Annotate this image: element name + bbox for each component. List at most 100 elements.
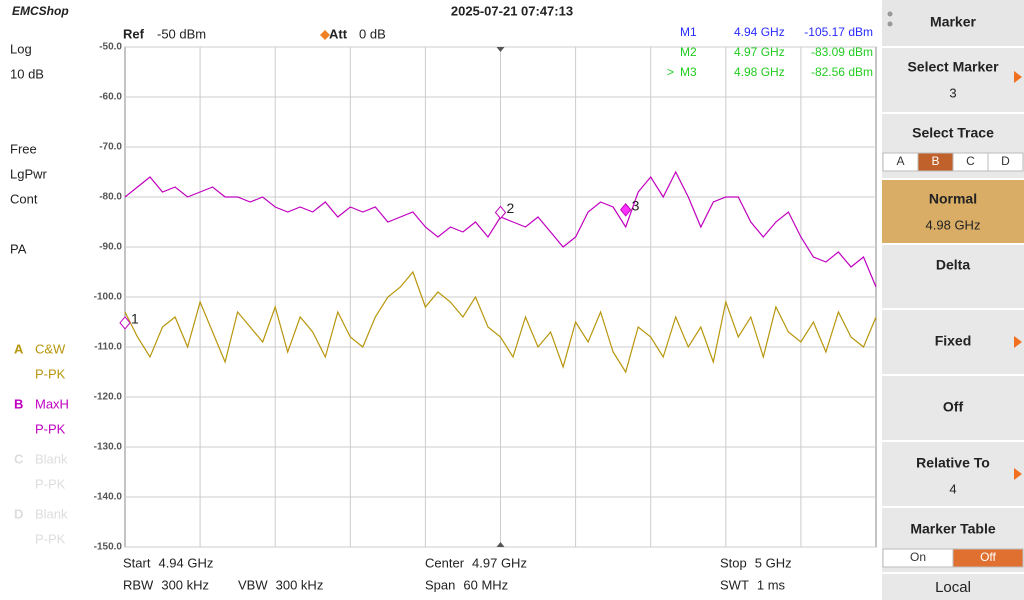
y-tick-label: -110.0 <box>94 342 122 353</box>
marker-level: -83.09 dBm <box>811 45 873 59</box>
menu-item[interactable] <box>882 245 1024 308</box>
menu-label: Select Trace <box>912 125 994 141</box>
trace-mode: Blank <box>35 506 68 521</box>
trigger: Free <box>10 141 37 156</box>
menu-item[interactable] <box>882 574 1024 600</box>
y-tick-label: -130.0 <box>94 442 123 453</box>
trace-letter: C <box>14 451 24 466</box>
menu-item-selected[interactable] <box>882 180 1024 243</box>
trace-detector: P-PK <box>35 421 66 436</box>
menu-label: Marker Table <box>910 521 996 537</box>
marker-name: M2 <box>680 45 697 59</box>
marker-label: 3 <box>632 198 640 214</box>
marker-name: M1 <box>680 25 697 39</box>
arrow <box>1014 71 1022 83</box>
marker-label: 1 <box>131 311 139 327</box>
footer-label: Span <box>425 577 455 592</box>
marker-prefix: > <box>667 65 674 79</box>
att-icon <box>320 30 330 40</box>
tab-label: D <box>1001 154 1010 168</box>
menu-label: Delta <box>936 257 970 273</box>
marker-freq: 4.94 GHz <box>734 25 785 39</box>
marker-level: -82.56 dBm <box>811 65 873 79</box>
marker <box>620 203 632 217</box>
trace-detector: P-PK <box>35 531 66 546</box>
footer-value: 60 MHz <box>463 577 508 592</box>
tab-label: A <box>896 154 904 168</box>
menu-item[interactable] <box>882 442 1024 506</box>
trace <box>124 270 877 374</box>
marker-level: -105.17 dBm <box>804 25 873 39</box>
trace-mode: MaxH <box>35 396 69 411</box>
dot <box>887 11 893 17</box>
trace-detector: P-PK <box>35 476 66 491</box>
center-marker <box>496 542 505 547</box>
menu-label: Local <box>935 579 971 596</box>
menu-item[interactable] <box>882 376 1024 440</box>
marker <box>494 205 507 220</box>
att-value: 0 dB <box>359 26 386 41</box>
menu-value: 4.98 GHz <box>926 217 981 232</box>
menu-label: Fixed <box>935 333 972 349</box>
att-label: Att <box>329 26 348 41</box>
tab-label: On <box>910 550 926 564</box>
preamp: PA <box>10 241 27 256</box>
marker-freq: 4.97 GHz <box>734 45 785 59</box>
trace-letter: A <box>14 341 24 356</box>
menu-label: Normal <box>929 191 977 207</box>
tab-selected[interactable] <box>952 548 1024 568</box>
marker <box>119 316 131 330</box>
marker-label: 2 <box>507 200 515 216</box>
scale-div: 10 dB <box>10 66 44 81</box>
ref-value: -50 dBm <box>157 26 206 41</box>
menu-value: 3 <box>949 85 956 100</box>
trace-mode: C&W <box>35 341 66 356</box>
tabs: A B C D <box>882 152 1024 172</box>
footer-value: 1 ms <box>757 577 786 592</box>
datetime: 2025-07-21 07:47:13 <box>451 3 573 18</box>
trace-letter: D <box>14 506 23 521</box>
arrow <box>1014 336 1022 348</box>
trace-detector: P-PK <box>35 366 66 381</box>
tab-label: C <box>966 154 975 168</box>
menu-label: Relative To <box>916 455 990 471</box>
trace-letter: B <box>14 396 23 411</box>
marker-freq: 4.98 GHz <box>734 65 785 79</box>
footer-label: SWT <box>720 577 749 592</box>
menu: Marker Select Marker 3 Select Trace A B C D… <box>882 0 1024 600</box>
menu-title: Marker <box>930 14 976 30</box>
avg-type: LgPwr <box>10 166 48 181</box>
y-tick-label: -140.0 <box>94 492 123 503</box>
center-marker <box>496 47 505 52</box>
footer-label: VBW <box>238 577 268 592</box>
y-tick-label: -60.0 <box>99 92 122 103</box>
menu-label: Off <box>943 399 964 415</box>
footer-value: 300 kHz <box>276 577 324 592</box>
y-tick-label: -90.0 <box>99 242 122 253</box>
footer-label: Stop <box>720 555 747 570</box>
footer-label: Start <box>123 555 151 570</box>
menu-item[interactable] <box>882 310 1024 374</box>
menu-item[interactable] <box>882 48 1024 112</box>
logo: EMCShop <box>12 4 69 18</box>
tab-label: Off <box>980 550 996 564</box>
dot <box>887 21 893 27</box>
footer-value: 4.97 GHz <box>472 555 527 570</box>
footer-value: 300 kHz <box>161 577 209 592</box>
footer-value: 4.94 GHz <box>158 555 213 570</box>
trace-mode: Blank <box>35 451 68 466</box>
menu-header <box>882 0 1024 46</box>
ref-label: Ref <box>123 26 145 41</box>
menu-label: Select Marker <box>907 59 999 75</box>
y-tick-label: -50.0 <box>99 42 122 53</box>
y-tick-label: -150.0 <box>94 542 123 553</box>
marker-name: M3 <box>680 65 697 79</box>
y-tick-label: -100.0 <box>94 292 123 303</box>
y-tick-label: -120.0 <box>94 392 123 403</box>
tab-label: B <box>931 154 939 168</box>
footer-label: Center <box>425 555 465 570</box>
arrow <box>1014 468 1022 480</box>
tab[interactable] <box>987 152 1024 172</box>
